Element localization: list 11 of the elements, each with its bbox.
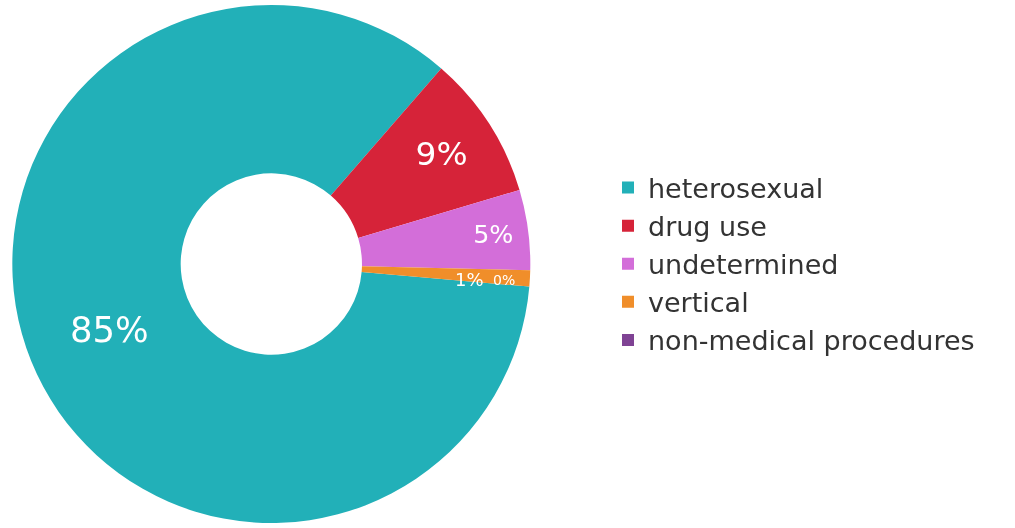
- data-label: 5%: [473, 219, 514, 250]
- legend-label: heterosexual: [648, 173, 824, 205]
- donut-slice: [358, 190, 531, 271]
- legend-label: drug use: [648, 211, 767, 243]
- donut-slice: [12, 5, 530, 523]
- text: 0%: [493, 272, 516, 288]
- data-label: 9%: [415, 135, 468, 174]
- legend-label: undetermined: [648, 249, 839, 281]
- legend-label: non-medical procedures: [648, 325, 975, 357]
- legend-label: vertical: [648, 287, 749, 319]
- data-label: 85%: [69, 308, 149, 350]
